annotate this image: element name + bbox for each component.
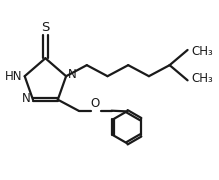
Text: N: N xyxy=(68,68,77,81)
Text: CH₃: CH₃ xyxy=(192,45,214,58)
Text: N: N xyxy=(22,93,31,105)
Text: S: S xyxy=(41,21,49,34)
Text: O: O xyxy=(90,97,100,110)
Text: HN: HN xyxy=(5,70,23,83)
Text: CH₃: CH₃ xyxy=(192,73,214,86)
